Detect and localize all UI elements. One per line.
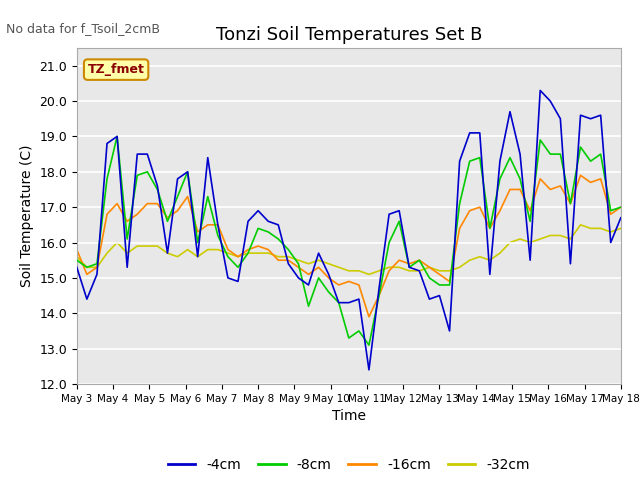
Y-axis label: Soil Temperature (C): Soil Temperature (C) <box>20 145 34 287</box>
Legend: -4cm, -8cm, -16cm, -32cm: -4cm, -8cm, -16cm, -32cm <box>162 453 536 478</box>
X-axis label: Time: Time <box>332 409 366 423</box>
Title: Tonzi Soil Temperatures Set B: Tonzi Soil Temperatures Set B <box>216 25 482 44</box>
Text: TZ_fmet: TZ_fmet <box>88 63 145 76</box>
Text: No data for f_Tsoil_2cmB: No data for f_Tsoil_2cmB <box>6 22 161 35</box>
